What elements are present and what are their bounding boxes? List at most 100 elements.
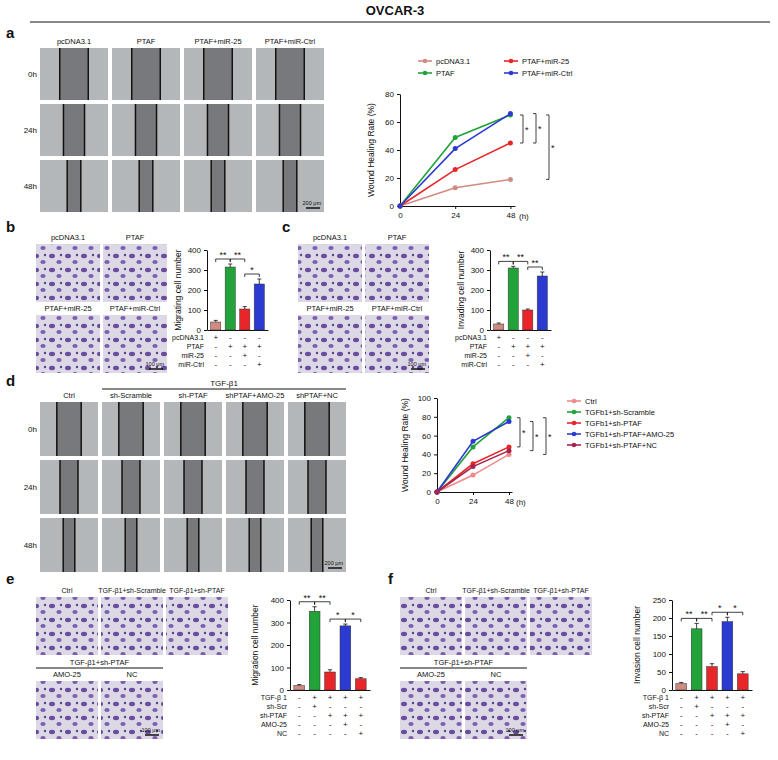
wound-gap	[207, 104, 228, 156]
condition-label: PTAF	[187, 343, 204, 350]
axis-title: Invasion cell number	[632, 606, 642, 684]
condition-mark: -	[512, 360, 515, 369]
error-cap	[359, 677, 363, 678]
chart: 0100200300400Migrating cell number*****p…	[172, 246, 268, 369]
condition-label: miR-25	[181, 352, 204, 359]
significance-bracket	[517, 418, 520, 447]
image-grid: CtrlTGF-β1+sh-ScrambleTGF-β1+sh-PTAFTGF-…	[36, 587, 228, 739]
tick-label: 100	[471, 306, 485, 315]
image-label: Ctrl	[62, 587, 73, 594]
wound-edge	[136, 518, 138, 572]
series-line	[437, 454, 509, 492]
tick: 48	[505, 492, 514, 506]
tick: 300	[471, 266, 490, 275]
tick-label: 20	[422, 469, 431, 478]
condition-mark: +	[213, 333, 218, 342]
bar	[691, 629, 702, 690]
significance-label: *	[538, 124, 542, 134]
significance-label: *	[548, 432, 552, 442]
bar	[494, 324, 504, 330]
condition-label: miR-Ctrl	[178, 361, 204, 368]
marker	[471, 473, 476, 478]
condition-mark: +	[694, 702, 699, 711]
error-bar	[297, 684, 301, 686]
micrograph	[102, 402, 160, 456]
bar	[325, 672, 336, 690]
wound-edge	[325, 460, 327, 514]
image-label: Ctrl	[426, 587, 437, 594]
condition-mark: +	[328, 711, 333, 720]
condition-mark: -	[695, 711, 698, 720]
scale-bar-label: 100 μm	[408, 361, 427, 367]
column-label: sh-PTAF	[178, 391, 207, 400]
row-label: 48h	[24, 182, 37, 191]
micrograph	[298, 315, 362, 373]
wound-gap	[60, 460, 78, 514]
tick-mark	[487, 310, 490, 311]
axis: 02448	[435, 492, 514, 506]
condition-label: pcDNA3.1	[172, 334, 204, 342]
marker	[453, 135, 458, 140]
wound-gap	[132, 48, 161, 100]
micrograph	[40, 402, 98, 456]
significance-label: **	[234, 250, 242, 260]
wound-gap	[305, 402, 329, 456]
micrograph	[465, 681, 527, 739]
condition-mark: -	[344, 729, 347, 738]
wound-edge	[207, 104, 209, 156]
axis-line	[490, 251, 491, 331]
significance-label: *	[525, 125, 529, 135]
tick-mark	[434, 417, 437, 418]
image-label: NC	[127, 670, 138, 679]
micrograph	[164, 460, 222, 514]
condition-mark: -	[229, 351, 232, 360]
error-stem	[230, 264, 231, 267]
legend-label: PTAF+miR-25	[522, 57, 569, 66]
legend-item: PTAF+miR-25	[504, 57, 569, 66]
wound-gap	[181, 402, 205, 456]
condition-mark: -	[497, 360, 500, 369]
tick: 40	[422, 450, 437, 459]
significance-label: *	[250, 265, 254, 275]
tick-mark	[204, 310, 207, 311]
tick-label: 48	[506, 211, 515, 220]
condition-mark: -	[243, 360, 246, 369]
bar	[309, 611, 320, 690]
tick-label: 40	[385, 146, 394, 155]
significance-bracket	[543, 418, 546, 455]
axis: 020406080100	[418, 394, 438, 497]
condition-mark: -	[243, 333, 246, 342]
wound-edge	[139, 460, 141, 514]
significance-label: **	[219, 250, 227, 260]
row-label: 24h	[24, 483, 37, 492]
tick-label: 80	[385, 90, 394, 99]
image-grid: Ctrlsh-Scramblesh-PTAFshPTAF+AMO-25shPTA…	[24, 379, 346, 572]
tick-mark	[669, 672, 672, 673]
column-label: PTAF+miR-Ctrl	[265, 37, 316, 46]
wound-gap	[139, 160, 153, 212]
row-label: 48h	[24, 541, 37, 550]
condition-mark: +	[525, 351, 530, 360]
title-rule	[30, 22, 770, 23]
condition-mark: +	[725, 693, 730, 702]
marker	[507, 419, 512, 424]
condition-mark: -	[298, 711, 301, 720]
error-cap	[228, 264, 232, 265]
condition-mark: +	[710, 711, 715, 720]
wound-edge	[248, 518, 250, 572]
condition-mark: -	[229, 333, 232, 342]
condition-label: sh-PTAF	[642, 712, 669, 719]
image-label: pcDNA3.1	[51, 233, 85, 242]
axis-line	[207, 251, 208, 331]
micrograph	[112, 160, 180, 212]
marker	[508, 177, 513, 182]
wound-gap	[122, 460, 140, 514]
condition-mark: -	[313, 720, 316, 729]
plot-area	[435, 415, 512, 494]
error-bar	[741, 672, 745, 674]
error-stem	[696, 623, 697, 628]
wound-gap	[279, 104, 300, 156]
wound-gap	[211, 160, 225, 212]
tick-label: 300	[188, 266, 202, 275]
significance-label: **	[303, 593, 311, 603]
